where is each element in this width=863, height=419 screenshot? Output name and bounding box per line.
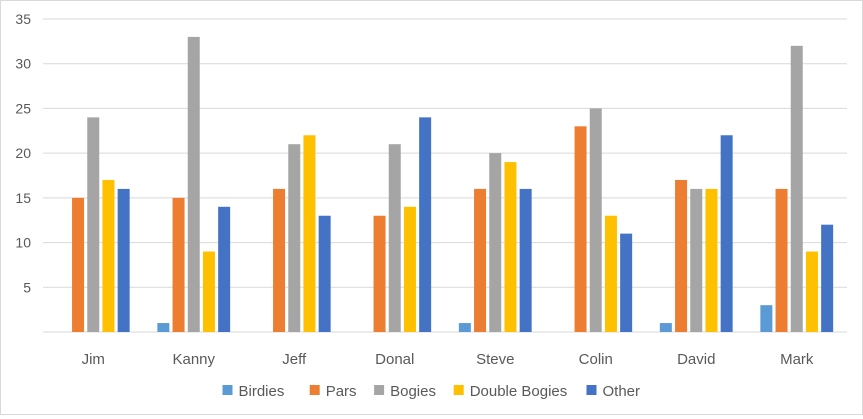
legend-label: Other bbox=[603, 383, 641, 400]
bar-other-donal bbox=[419, 117, 432, 332]
bar-pars-david bbox=[675, 179, 688, 332]
bar-birdies-david bbox=[659, 323, 672, 332]
bar-double-bogies-colin bbox=[604, 215, 617, 332]
bar-birdies-kanny bbox=[157, 323, 170, 332]
y-tick-label: 30 bbox=[15, 56, 31, 72]
legend-swatch-double-bogies bbox=[453, 385, 464, 395]
bar-double-bogies-steve bbox=[504, 162, 517, 332]
bar-other-colin bbox=[620, 233, 633, 332]
bar-double-bogies-kanny bbox=[202, 251, 215, 332]
legend-label: Pars bbox=[326, 383, 357, 400]
bar-bogies-colin bbox=[589, 108, 602, 332]
x-category-label: David bbox=[677, 351, 715, 368]
legend-label: Bogies bbox=[390, 383, 436, 400]
bar-bogies-jeff bbox=[288, 144, 301, 332]
x-category-label: Colin bbox=[579, 351, 613, 368]
bar-double-bogies-david bbox=[705, 188, 718, 332]
legend: Birdies Pars Bogies Double Bogies Other bbox=[222, 383, 641, 400]
bar-double-bogies-donal bbox=[403, 206, 416, 332]
bar-birdies-steve bbox=[458, 323, 471, 332]
bar-other-kanny bbox=[218, 206, 231, 332]
legend-swatch-bogies bbox=[374, 385, 385, 395]
y-axis-tick-labels: 5 10 15 20 25 30 35 bbox=[15, 11, 31, 295]
bar-other-david bbox=[720, 135, 733, 332]
y-tick-label: 15 bbox=[15, 190, 31, 206]
bar-other-mark bbox=[821, 224, 834, 332]
bar-double-bogies-jim bbox=[102, 179, 115, 332]
bar-other-steve bbox=[519, 188, 532, 332]
legend-swatch-birdies bbox=[222, 385, 233, 395]
bar-birdies-mark bbox=[760, 305, 773, 332]
x-category-label: Mark bbox=[780, 351, 814, 368]
bar-pars-mark bbox=[775, 188, 788, 332]
x-category-label: Jim bbox=[82, 351, 105, 368]
bar-bogies-donal bbox=[388, 144, 401, 332]
x-category-label: Jeff bbox=[282, 351, 307, 368]
bars bbox=[72, 36, 834, 333]
y-tick-label: 35 bbox=[15, 11, 31, 27]
bar-other-jim bbox=[117, 188, 130, 332]
bar-double-bogies-mark bbox=[805, 251, 818, 332]
bar-pars-donal bbox=[373, 215, 386, 332]
x-category-label: Steve bbox=[476, 351, 514, 368]
bar-bogies-steve bbox=[489, 153, 502, 332]
x-axis-category-labels: Jim Kanny Jeff Donal Steve Colin David Mark bbox=[82, 351, 814, 368]
bar-bogies-david bbox=[690, 188, 703, 332]
bar-double-bogies-jeff bbox=[303, 135, 316, 332]
bar-pars-jeff bbox=[273, 188, 286, 332]
x-category-label: Donal bbox=[375, 351, 414, 368]
bar-other-jeff bbox=[318, 215, 331, 332]
bar-pars-steve bbox=[474, 188, 487, 332]
y-tick-label: 10 bbox=[15, 235, 31, 251]
y-tick-label: 5 bbox=[23, 279, 31, 295]
legend-label: Birdies bbox=[239, 383, 285, 400]
bar-bogies-mark bbox=[790, 45, 803, 332]
bar-pars-kanny bbox=[172, 197, 185, 332]
legend-label: Double Bogies bbox=[470, 383, 568, 400]
bar-pars-jim bbox=[72, 197, 85, 332]
bar-pars-colin bbox=[574, 126, 587, 332]
legend-swatch-pars bbox=[309, 385, 320, 395]
legend-swatch-other bbox=[586, 385, 597, 395]
bar-bogies-jim bbox=[87, 117, 100, 332]
y-tick-label: 20 bbox=[15, 145, 31, 161]
y-tick-label: 25 bbox=[15, 100, 31, 116]
x-category-label: Kanny bbox=[172, 351, 215, 368]
bar-bogies-kanny bbox=[187, 36, 200, 333]
